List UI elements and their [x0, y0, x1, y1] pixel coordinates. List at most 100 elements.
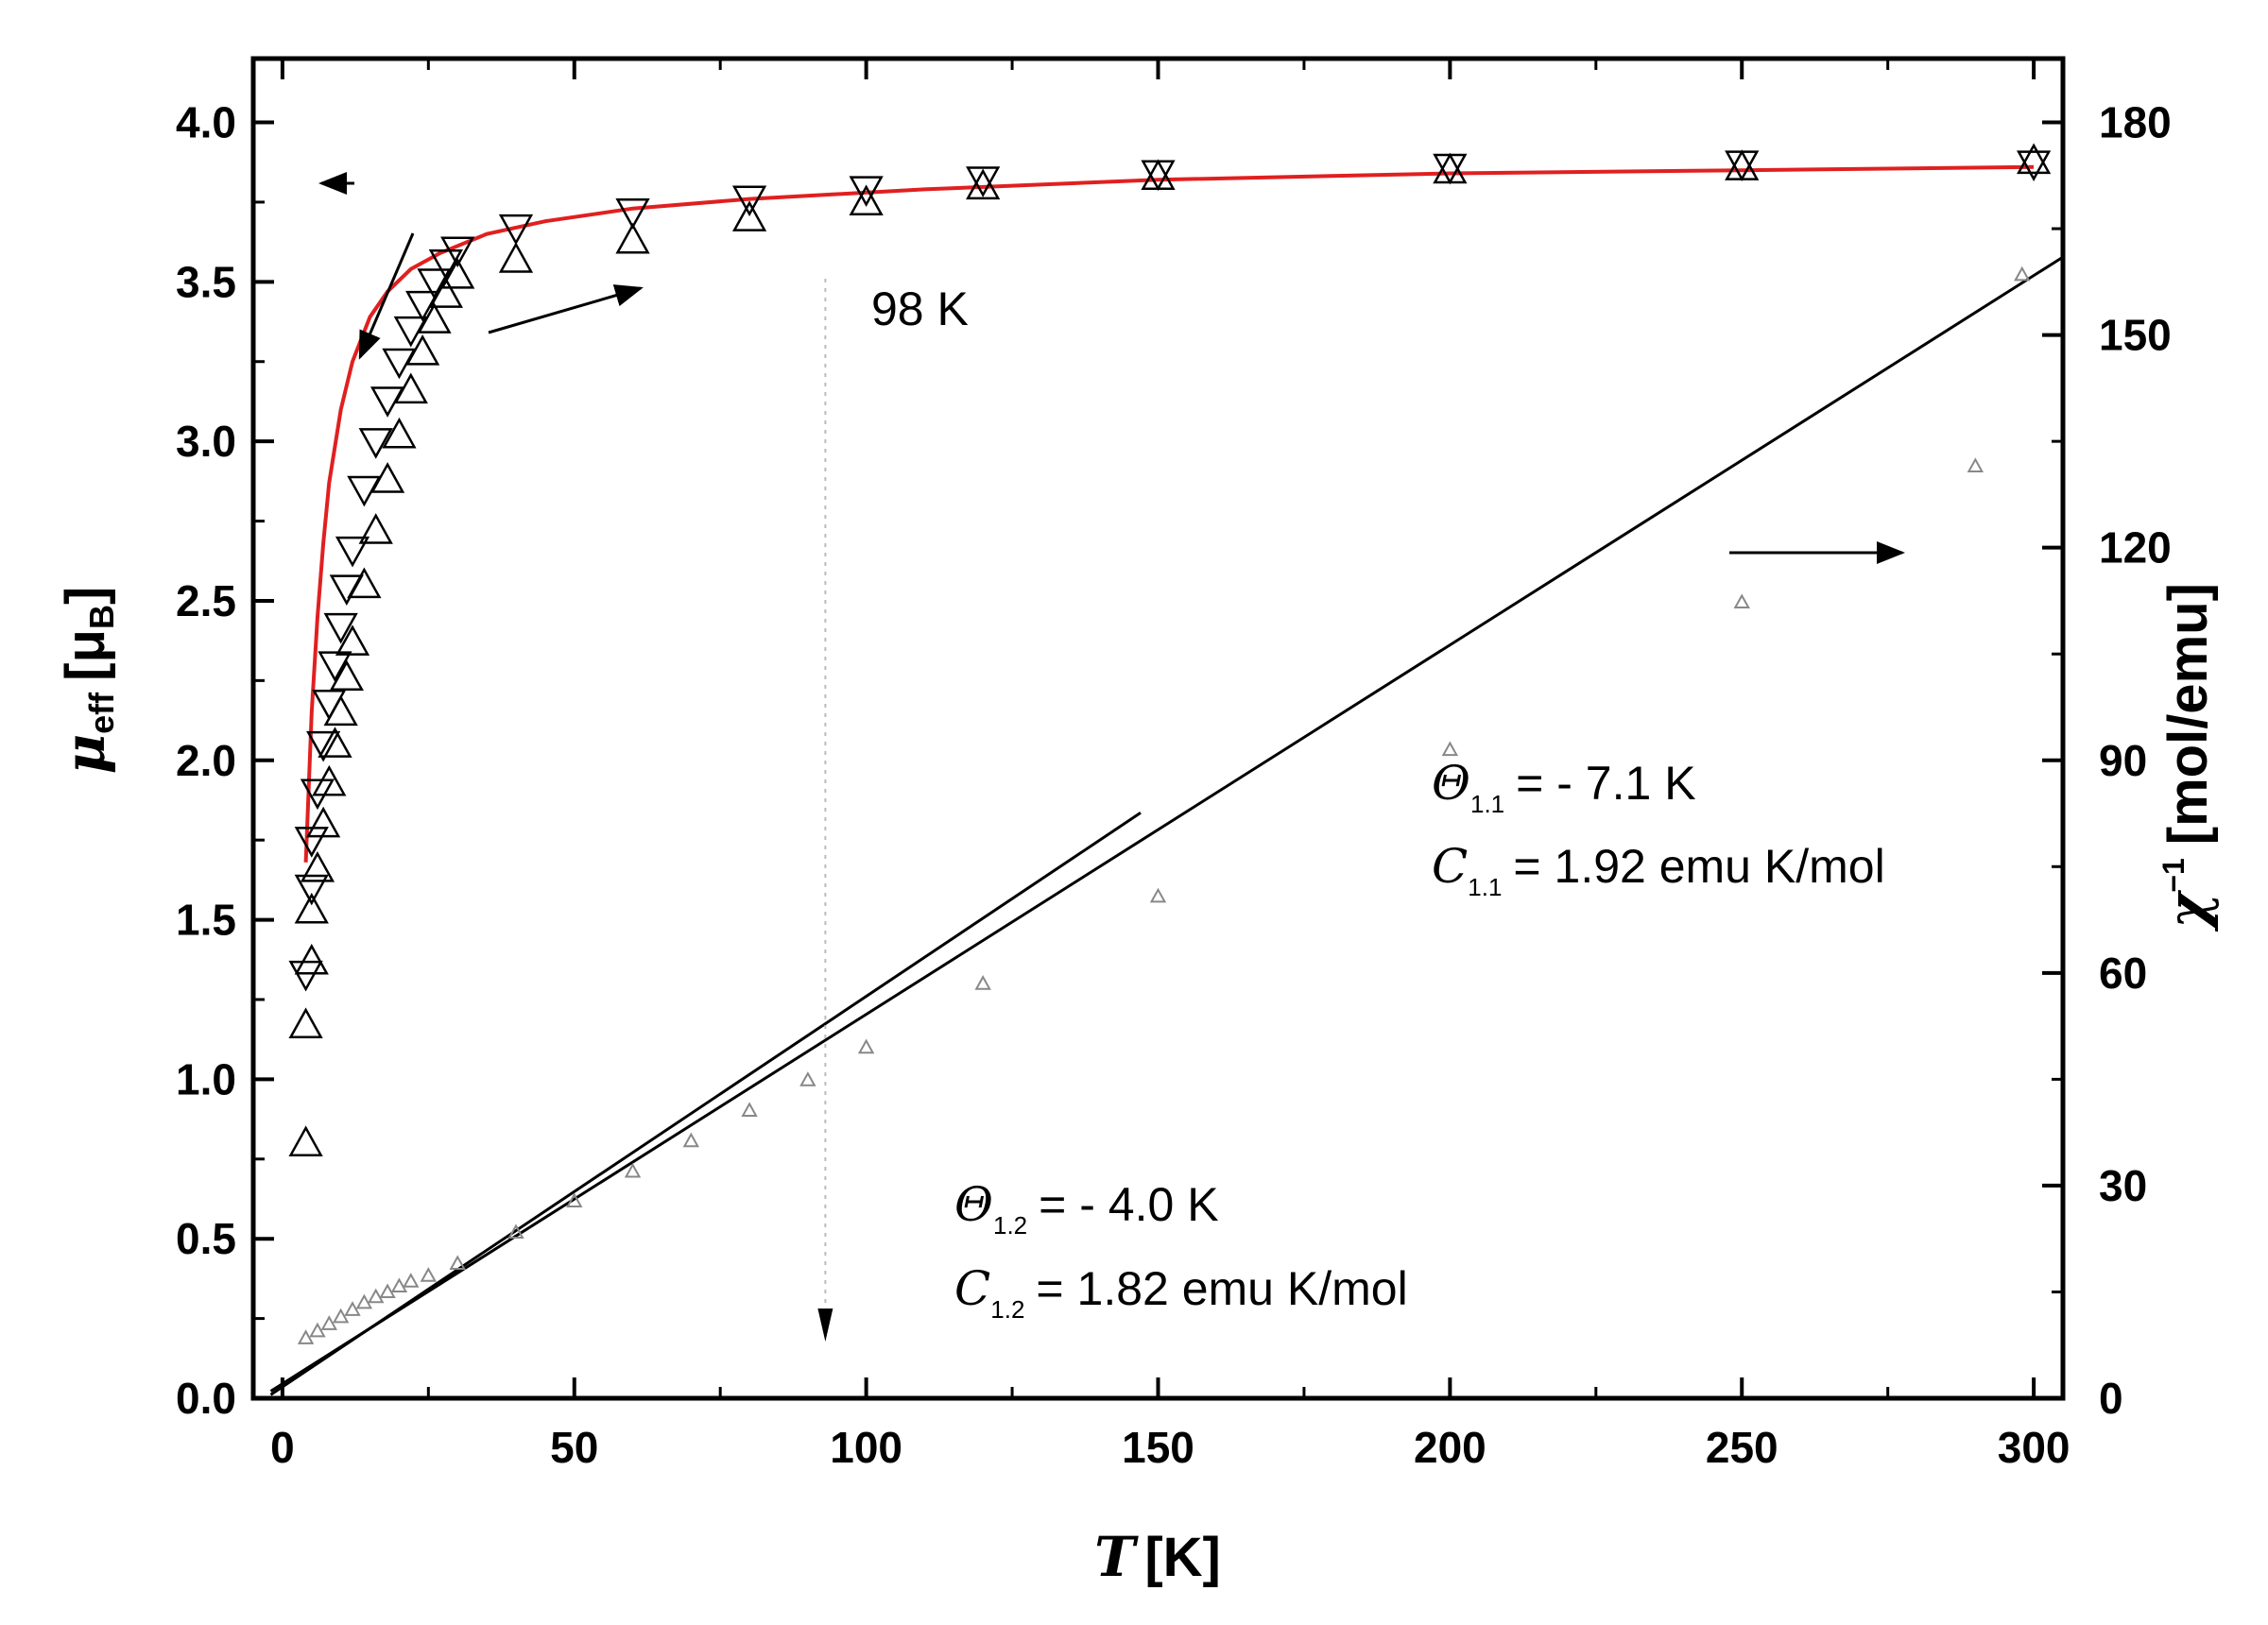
inverse-chi-marker [332, 1308, 350, 1324]
transition-marker-arrow [817, 1309, 833, 1342]
mu-eff-up-triangle-marker [329, 659, 364, 692]
y-right-tick-label: 180 [2099, 98, 2172, 147]
mu-eff-down-triangle-marker [1433, 153, 1468, 185]
mu-eff-down-triangle-marker [288, 960, 323, 992]
mu-eff-down-triangle-marker [382, 348, 417, 380]
mu-eff-down-triangle-marker [1725, 150, 1760, 181]
mu-eff-down-triangle-marker [369, 386, 405, 418]
inverse-chi-marker [297, 1329, 315, 1344]
inverse-chi-marker [1733, 593, 1750, 609]
x-tick-label: 250 [1706, 1423, 1778, 1472]
mu-eff-down-triangle-marker [335, 536, 370, 568]
y-left-tick-label: 3.5 [176, 257, 236, 306]
inverse-chi-marker [1967, 457, 1984, 473]
mu-eff-up-triangle-marker [382, 417, 417, 449]
mu-eff-down-triangle-marker [731, 185, 767, 217]
mu-eff-down-triangle-marker [615, 198, 650, 230]
mu-eff-up-triangle-marker [335, 624, 370, 656]
y-right-tick-label: 90 [2099, 736, 2147, 785]
inverse-chi-marker [857, 1038, 875, 1054]
transition-temperature-label: 98 K [871, 282, 969, 335]
x-axis-title: T [K] [1094, 1525, 1221, 1589]
y-left-tick-label: 1.0 [176, 1054, 236, 1103]
inverse-chi-marker [403, 1273, 420, 1288]
x-tick-label: 150 [1122, 1423, 1194, 1472]
mu-eff-down-triangle-marker [428, 249, 463, 281]
inverse-chi-marker [390, 1277, 408, 1293]
mu-eff-up-triangle-marker [358, 513, 393, 544]
inverse-chi-marker [379, 1283, 396, 1299]
mu-eff-up-triangle-marker [849, 184, 884, 215]
y-left-tick-label: 4.0 [176, 98, 236, 147]
mu-eff-down-triangle-marker [498, 214, 534, 246]
y-right-tick-label: 0 [2099, 1374, 2123, 1423]
mu-eff-down-triangle-marker [323, 612, 358, 644]
data-markers [288, 143, 2052, 1344]
inverse-chi-marker [320, 1315, 338, 1330]
mu-eff-down-triangle-marker [294, 874, 329, 906]
mu-eff-down-triangle-marker [318, 651, 352, 683]
x-tick-label: 200 [1414, 1423, 1486, 1472]
inverse-chi-marker [2014, 265, 2031, 282]
y-left-tick-label: 0.5 [176, 1214, 236, 1263]
c-1-1-annotation: C1.1 = 1.92 emu K/mol [1432, 839, 1885, 901]
mu-eff-down-triangle-marker [417, 268, 452, 299]
mu-eff-down-triangle-marker [2016, 150, 2052, 181]
y-left-tick-label: 2.5 [176, 576, 236, 625]
y-left-tick-label: 0.0 [176, 1374, 236, 1423]
y-left-tick-label: 2.0 [176, 736, 236, 785]
mu-eff-down-triangle-marker [358, 428, 393, 459]
theta-1-1-annotation: Θ1.1 = - 7.1 K [1432, 756, 1696, 818]
mu-eff-down-triangle-marker [306, 730, 341, 762]
mu-eff-down-triangle-marker [329, 574, 364, 607]
mu-eff-down-triangle-marker [849, 176, 884, 207]
inverse-chi-marker [1441, 741, 1459, 757]
y-right-axis-title: χ−1[mol/emu] [2156, 583, 2220, 932]
inverse-chi-marker [420, 1267, 438, 1282]
x-tick-label: 50 [550, 1423, 598, 1472]
mu-eff-up-triangle-marker [1433, 152, 1468, 184]
mu-eff-down-triangle-marker [1141, 160, 1176, 192]
inverse-chi-marker [974, 975, 991, 990]
mu-eff-up-triangle-marker [318, 727, 352, 758]
mu-eff-down-triangle-marker [300, 778, 335, 811]
mu-eff-down-triangle-marker [440, 236, 475, 268]
inverse-chi-marker [449, 1255, 466, 1271]
mu-eff-up-triangle-marker [615, 222, 650, 254]
mu-eff-up-triangle-marker [498, 242, 534, 273]
inverse-chi-marker [566, 1192, 583, 1208]
mu-eff-down-triangle-marker [393, 316, 428, 348]
c-1-2-annotation: C1.2 = 1.82 emu K/mol [954, 1261, 1408, 1324]
inverse-chi-marker [507, 1223, 524, 1240]
inverse-chi-marker [355, 1293, 373, 1309]
axis-ticks: 0 50 100 150 200 250 3000.00.51.01.52.02.53.03… [176, 59, 2172, 1472]
mu-eff-down-triangle-marker [294, 827, 329, 858]
mu-eff-up-triangle-marker [440, 258, 475, 289]
heating-arrow [488, 284, 644, 334]
x-tick-label: 0 [270, 1423, 295, 1472]
mu-eff-up-triangle-marker [288, 1125, 323, 1156]
inverse-chi-marker [624, 1162, 642, 1178]
theta-1-2-annotation: Θ1.2 = - 4.0 K [954, 1177, 1219, 1240]
x-tick-label: 100 [830, 1423, 902, 1472]
mu-eff-up-triangle-marker [300, 850, 335, 882]
cooling-arrow [358, 232, 415, 360]
inverse-chi-marker [741, 1102, 758, 1117]
mu-eff-down-triangle-marker [312, 689, 347, 721]
mu-eff-up-triangle-marker [1725, 149, 1760, 180]
y-right-tick-label: 150 [2099, 311, 2172, 360]
mu-eff-up-triangle-marker [294, 892, 329, 924]
mu-eff-up-triangle-marker [731, 200, 767, 231]
mu-eff-up-triangle-marker [288, 1007, 323, 1039]
y-left-tick-label: 1.5 [176, 896, 236, 945]
mu-eff-up-triangle-marker [966, 168, 1001, 200]
mu-eff-down-triangle-marker [347, 475, 382, 507]
inverse-chi-fit-line-2 [269, 812, 1142, 1396]
mu-eff-up-triangle-marker [2016, 143, 2052, 175]
mu-eff-up-triangle-marker [1141, 159, 1176, 190]
mu-eff-down-triangle-marker [966, 166, 1001, 197]
y-right-tick-label: 60 [2099, 949, 2147, 998]
y-left-tick-label: 3.0 [176, 417, 236, 466]
mu-eff-down-triangle-marker [405, 290, 440, 322]
